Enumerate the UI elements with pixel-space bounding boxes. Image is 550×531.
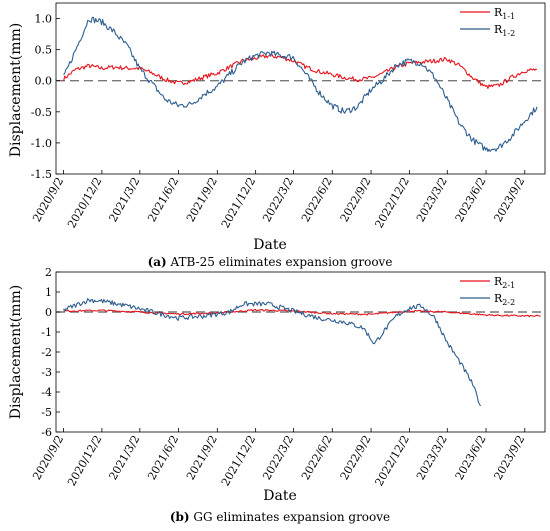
- x-tick-label-a: 2022/9/2: [338, 175, 374, 224]
- y-tick-label-a: 1.0: [35, 13, 53, 26]
- caption-b-letter: (b): [170, 510, 190, 524]
- y-tick-label-b: -5: [41, 406, 52, 419]
- x-tick-label-b: 2023/6/2: [453, 433, 489, 482]
- legend-a: R1-1 R1-2: [460, 6, 515, 38]
- x-tick-label-b: 2022/9/2: [338, 433, 374, 482]
- legend-b-label-1: R2-1: [494, 275, 515, 290]
- x-tick-label-a: 2021/12/2: [219, 175, 258, 230]
- caption-a-text: ATB-25 eliminates expansion groove: [167, 255, 393, 269]
- x-tick-label-b: 2022/6/2: [299, 433, 335, 482]
- y-tick-label-b: 2: [45, 266, 52, 279]
- y-tick-label-a: 0.0: [35, 75, 53, 88]
- y-tick-label-b: -6: [41, 426, 52, 439]
- x-tick-label-a: 2021/3/2: [106, 175, 142, 224]
- x-tick-label-b: 2023/9/2: [491, 433, 527, 482]
- y-tick-label-a: -0.5: [31, 106, 52, 119]
- y-tick-label-b: -2: [41, 346, 52, 359]
- x-tick-label-a: 2021/6/2: [145, 175, 181, 224]
- x-tick-label-b: 2021/3/2: [106, 433, 142, 482]
- series-line-R2-2: [63, 298, 482, 407]
- y-tick-label-b: 1: [45, 286, 52, 299]
- caption-a: (a) ATB-25 eliminates expansion groove: [148, 255, 393, 269]
- series-line-R1-2: [63, 16, 538, 153]
- x-tick-label-a: 2023/3/2: [414, 175, 450, 224]
- y-tick-label-b: 0: [45, 306, 52, 319]
- legend-b: R2-1 R2-2: [460, 275, 515, 307]
- legend-a-label-2: R1-2: [494, 23, 515, 38]
- x-tick-label-a: 2022/12/2: [373, 175, 412, 230]
- y-axis-label-a: Displacement(mm): [8, 23, 24, 157]
- series-line-R1-1: [63, 53, 538, 89]
- x-tick-label-b: 2022/3/2: [260, 433, 296, 482]
- caption-b: (b) GG eliminates expansion groove: [170, 510, 390, 524]
- y-tick-label-b: -1: [41, 326, 52, 339]
- x-tick-label-a: 2022/6/2: [299, 175, 335, 224]
- x-tick-label-a: 2023/6/2: [453, 175, 489, 224]
- x-tick-label-a: 2021/9/2: [184, 175, 220, 224]
- series-line-R2-1: [63, 308, 541, 318]
- y-tick-label-a: -1.5: [31, 168, 52, 181]
- x-axis-label-a: Date: [253, 237, 286, 253]
- x-tick-label-a: 2020/9/2: [30, 175, 66, 224]
- y-tick-label-b: -4: [41, 386, 52, 399]
- x-tick-label-b: 2021/12/2: [219, 433, 258, 488]
- caption-a-letter: (a): [148, 255, 167, 269]
- legend-b-label-2: R2-2: [494, 292, 515, 307]
- x-tick-label-b: 2022/12/2: [373, 433, 412, 488]
- x-tick-label-b: 2020/9/2: [30, 433, 66, 482]
- x-axis-label-b: Date: [263, 488, 296, 504]
- plot-area-b: [55, 271, 546, 433]
- x-tick-label-b: 2020/12/2: [65, 433, 104, 488]
- x-tick-label-b: 2021/9/2: [184, 433, 220, 482]
- x-tick-label-b: 2021/6/2: [145, 433, 181, 482]
- y-tick-label-a: 0.5: [35, 44, 53, 57]
- y-axis-label-b: Displacement(mm): [8, 285, 24, 419]
- legend-a-label-1: R1-1: [494, 6, 515, 21]
- plot-area-a: [55, 2, 546, 175]
- y-tick-label-a: -1.0: [31, 137, 52, 150]
- x-tick-label-a: 2022/3/2: [260, 175, 296, 224]
- y-tick-label-b: -3: [41, 366, 52, 379]
- x-tick-label-a: 2023/9/2: [491, 175, 527, 224]
- x-tick-label-a: 2020/12/2: [65, 175, 104, 230]
- x-tick-label-b: 2023/3/2: [414, 433, 450, 482]
- caption-b-text: GG eliminates expansion groove: [190, 510, 391, 524]
